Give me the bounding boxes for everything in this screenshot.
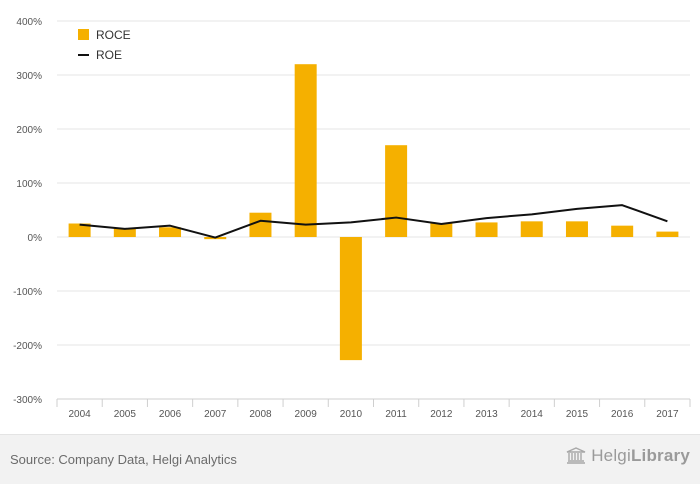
y-tick-label: 0%	[28, 233, 43, 244]
y-tick-label: 300%	[16, 71, 42, 82]
footer: Source: Company Data, Helgi Analytics He…	[0, 434, 700, 484]
x-tick-label: 2014	[521, 409, 544, 420]
x-tick-label: 2009	[295, 409, 318, 420]
roce-bar[interactable]	[339, 237, 362, 361]
legend-roce-swatch	[78, 29, 89, 40]
y-tick-label: 400%	[16, 17, 42, 28]
roce-bar[interactable]	[520, 221, 543, 237]
x-tick-label: 2017	[656, 409, 679, 420]
roce-bar[interactable]	[475, 222, 498, 237]
roce-bar[interactable]	[656, 231, 679, 237]
x-tick-label: 2016	[611, 409, 634, 420]
brand-name-bold: Library	[630, 446, 690, 465]
brand-name-regular: Helgi	[591, 446, 631, 465]
chart: -300%-200%-100%0%100%200%300%400% 2004 20…	[13, 17, 691, 420]
x-tick-label: 2004	[68, 409, 91, 420]
grid-lines	[57, 20, 690, 346]
x-tick-label: 2008	[249, 409, 272, 420]
roce-bar[interactable]	[68, 223, 91, 238]
roce-bar[interactable]	[294, 64, 317, 237]
y-tick-label: -300%	[13, 395, 42, 406]
roce-bars	[68, 64, 679, 361]
brand-name: HelgiLibrary	[591, 446, 690, 466]
roce-bar[interactable]	[385, 145, 408, 237]
x-tick-label: 2007	[204, 409, 227, 420]
y-tick-label: -200%	[13, 341, 42, 352]
x-tick-label: 2013	[475, 409, 498, 420]
y-tick-label: -100%	[13, 287, 42, 298]
roe-series	[79, 204, 668, 239]
x-tick-label: 2005	[114, 409, 137, 420]
y-tick-label: 200%	[16, 125, 42, 136]
legend-roce-label: ROCE	[96, 28, 131, 42]
roce-bar[interactable]	[113, 228, 136, 237]
x-tick-label: 2015	[566, 409, 589, 420]
y-tick-label: 100%	[16, 179, 42, 190]
roce-bar[interactable]	[159, 227, 182, 237]
x-axis: 2004 2005 2006 2007 2008 2009 2010 2011 2012 2013…	[56, 398, 691, 420]
x-tick-label: 2012	[430, 409, 453, 420]
legend-roe-label: ROE	[96, 48, 122, 62]
roce-bar[interactable]	[611, 225, 634, 237]
x-tick-label: 2010	[340, 409, 363, 420]
roe-line[interactable]	[79, 204, 668, 239]
x-tick-label: 2011	[385, 409, 407, 420]
source-note: Source: Company Data, Helgi Analytics	[10, 452, 237, 467]
legend-item-roce[interactable]: ROCE	[78, 28, 131, 42]
library-building-icon	[566, 447, 586, 464]
roce-bar[interactable]	[565, 221, 588, 237]
roce-bar[interactable]	[249, 212, 272, 237]
y-axis: -300% -200% -100% 0% 100% 200% 300% 400%	[13, 17, 42, 406]
roce-bar[interactable]	[430, 223, 453, 238]
helgi-library-logo[interactable]: HelgiLibrary	[565, 446, 690, 466]
x-tick-label: 2006	[159, 409, 182, 420]
legend-item-roe[interactable]: ROE	[78, 48, 122, 62]
legend: ROCE ROE	[78, 28, 131, 62]
